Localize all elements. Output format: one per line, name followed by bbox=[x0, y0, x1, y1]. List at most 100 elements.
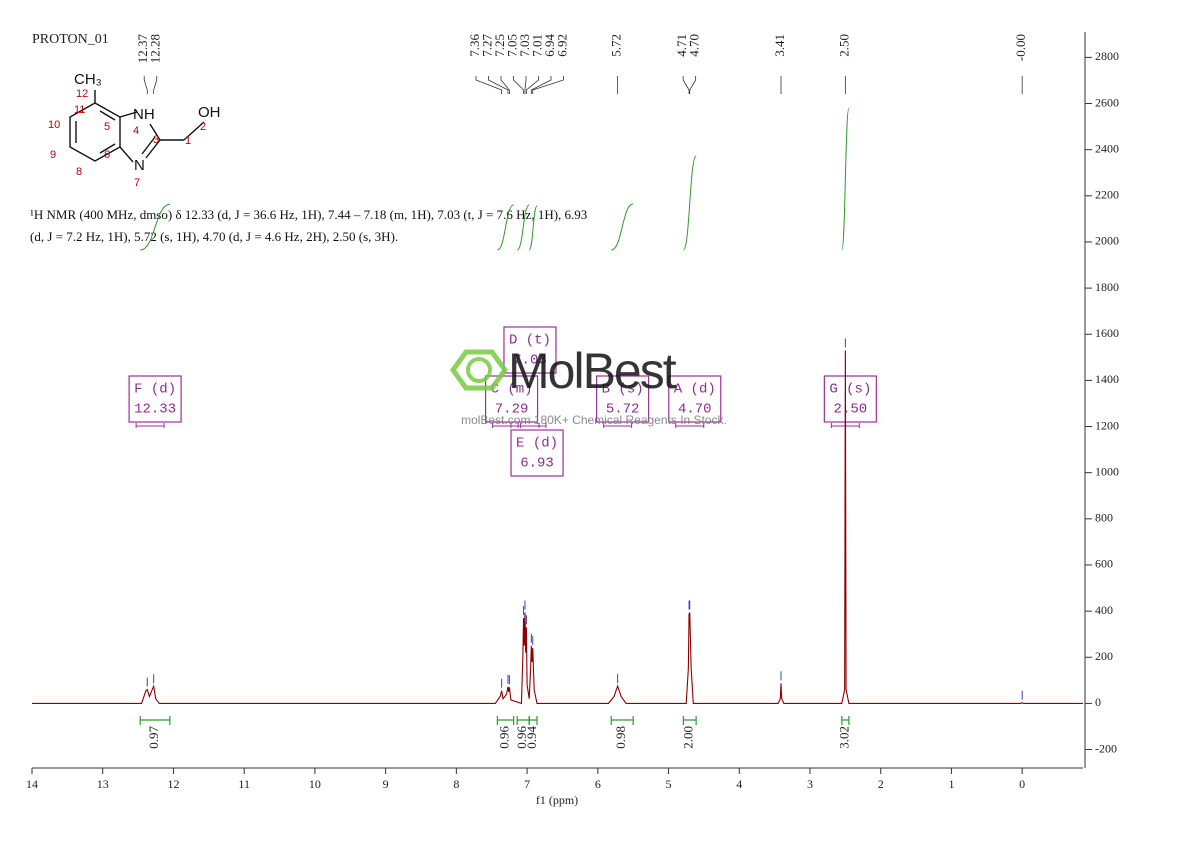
integral-curve bbox=[611, 203, 634, 251]
x-tick-label: 9 bbox=[383, 777, 389, 791]
y-tick-label: -200 bbox=[1095, 741, 1117, 755]
atom-number: 12 bbox=[76, 88, 88, 100]
integral-label: 2.00 bbox=[681, 726, 696, 749]
peak-connector bbox=[475, 76, 503, 94]
integral-curve bbox=[516, 204, 530, 251]
x-tick-label: 13 bbox=[97, 777, 109, 791]
x-tick-label: 3 bbox=[807, 777, 813, 791]
multiplet-bracket bbox=[135, 423, 165, 428]
bond bbox=[119, 146, 134, 163]
x-tick-label: 8 bbox=[453, 777, 459, 791]
multiplet-shift: 7.03 bbox=[513, 353, 547, 369]
x-tick-label: 11 bbox=[238, 777, 250, 791]
x-tick-label: 5 bbox=[666, 777, 672, 791]
peak-label: 3.41 bbox=[772, 34, 787, 57]
watermark-brand: MolBest bbox=[508, 343, 677, 399]
multiplet-bracket bbox=[603, 423, 633, 428]
integral-label: 0.96 bbox=[514, 726, 529, 749]
peak-connector bbox=[524, 76, 527, 94]
atom-label: OH bbox=[198, 104, 221, 121]
y-tick-label: 400 bbox=[1095, 603, 1113, 617]
y-tick-label: 200 bbox=[1095, 649, 1113, 663]
peak-label: 12.28 bbox=[148, 34, 163, 63]
peak-label: -0.00 bbox=[1013, 34, 1028, 61]
multiplet-shift: 4.70 bbox=[678, 402, 712, 418]
integral-bracket bbox=[528, 716, 538, 725]
peak-connector bbox=[532, 76, 564, 94]
peak-label: 7.03 bbox=[517, 34, 532, 57]
atom-number: 1 bbox=[185, 135, 191, 147]
description-box: ¹H NMR (400 MHz, dmso) δ 12.33 (d, J = 3… bbox=[30, 207, 588, 244]
multiplet-box bbox=[128, 375, 182, 423]
multiplet-bracket bbox=[675, 423, 705, 428]
peak-connector bbox=[143, 76, 148, 94]
peak-connector bbox=[153, 76, 158, 94]
peak-label: 5.72 bbox=[609, 34, 624, 57]
integral-bracket bbox=[841, 716, 850, 725]
atom-number: 11 bbox=[74, 104, 85, 116]
peak-label: 7.27 bbox=[479, 34, 494, 57]
y-tick-label: 1000 bbox=[1095, 464, 1119, 478]
description: ¹H NMR (400 MHz, dmso) δ 12.33 (d, J = 3… bbox=[30, 207, 588, 244]
multiplet-shift: 7.29 bbox=[495, 402, 529, 418]
plot-layer: 14 13 12 11 10 9 8 7 6 5 4 3 2 1 0-2000200400600800100… bbox=[26, 34, 1119, 791]
multiplet-label: C (m) bbox=[491, 382, 533, 398]
atom-number: 2 bbox=[200, 121, 206, 133]
atom-number: 9 bbox=[50, 149, 56, 161]
multiplet-label: A (d) bbox=[674, 382, 716, 398]
integral-curve bbox=[528, 205, 538, 251]
bond bbox=[119, 111, 138, 118]
peak-label: 6.94 bbox=[542, 34, 557, 57]
atom-number: 6 bbox=[104, 149, 110, 161]
integral-bracket bbox=[516, 716, 530, 725]
watermark-logo bbox=[449, 349, 509, 391]
peak-label: 2.50 bbox=[836, 34, 851, 57]
multiplet-label: E (d) bbox=[516, 436, 558, 452]
y-tick-label: 0 bbox=[1095, 695, 1101, 709]
x-axis-label: f1 (ppm) bbox=[536, 793, 578, 807]
atom-number: 5 bbox=[104, 121, 110, 133]
peak-connector bbox=[682, 76, 690, 94]
integral-label: 0.98 bbox=[613, 726, 628, 749]
integral-curve bbox=[140, 203, 171, 251]
multiplet-box bbox=[823, 375, 877, 423]
y-tick-label: 1800 bbox=[1095, 280, 1119, 294]
integral-curve bbox=[497, 204, 514, 251]
bond bbox=[149, 123, 161, 141]
integral-label: 0.97 bbox=[146, 726, 161, 749]
peak-connector bbox=[689, 76, 697, 94]
y-tick-label: 2800 bbox=[1095, 49, 1119, 63]
title: PROTON_01 bbox=[32, 32, 109, 47]
atom-number: 8 bbox=[76, 166, 82, 178]
peak-label: 4.71 bbox=[674, 34, 689, 57]
multiplet-box bbox=[668, 375, 722, 423]
atom-number: 4 bbox=[133, 125, 139, 137]
multiplet-label: B (s) bbox=[602, 382, 644, 398]
atom-label: CH₃ bbox=[74, 71, 102, 88]
y-tick-label: 2400 bbox=[1095, 141, 1119, 155]
x-tick-label: 12 bbox=[167, 777, 179, 791]
watermark: MolBest molBest.com 180K+ Chemical Reagen… bbox=[449, 343, 727, 427]
double-bond bbox=[141, 136, 156, 155]
x-tick-label: 6 bbox=[595, 777, 601, 791]
multiplet-label: F (d) bbox=[134, 382, 176, 398]
watermark-logo-inner bbox=[466, 357, 492, 383]
y-tick-label: 2600 bbox=[1095, 95, 1119, 109]
integral-bracket bbox=[139, 716, 171, 725]
integral-bracket bbox=[496, 716, 515, 725]
integral-curve bbox=[841, 107, 850, 251]
y-tick-label: 2200 bbox=[1095, 188, 1119, 202]
bond bbox=[183, 121, 205, 141]
y-tick-label: 1200 bbox=[1095, 418, 1119, 432]
multiplet-box bbox=[503, 326, 557, 374]
atom-number: 3 bbox=[153, 134, 159, 146]
x-tick-label: 0 bbox=[1019, 777, 1025, 791]
bond bbox=[145, 139, 161, 159]
watermark-tagline: molBest.com 180K+ Chemical Reagents In S… bbox=[461, 413, 727, 427]
multiplet-shift: 2.50 bbox=[834, 402, 868, 418]
integral-label: 3.02 bbox=[836, 726, 851, 749]
multiplet-box bbox=[596, 375, 650, 423]
peak-label: 7.25 bbox=[492, 34, 507, 57]
peak-connector bbox=[513, 76, 524, 94]
